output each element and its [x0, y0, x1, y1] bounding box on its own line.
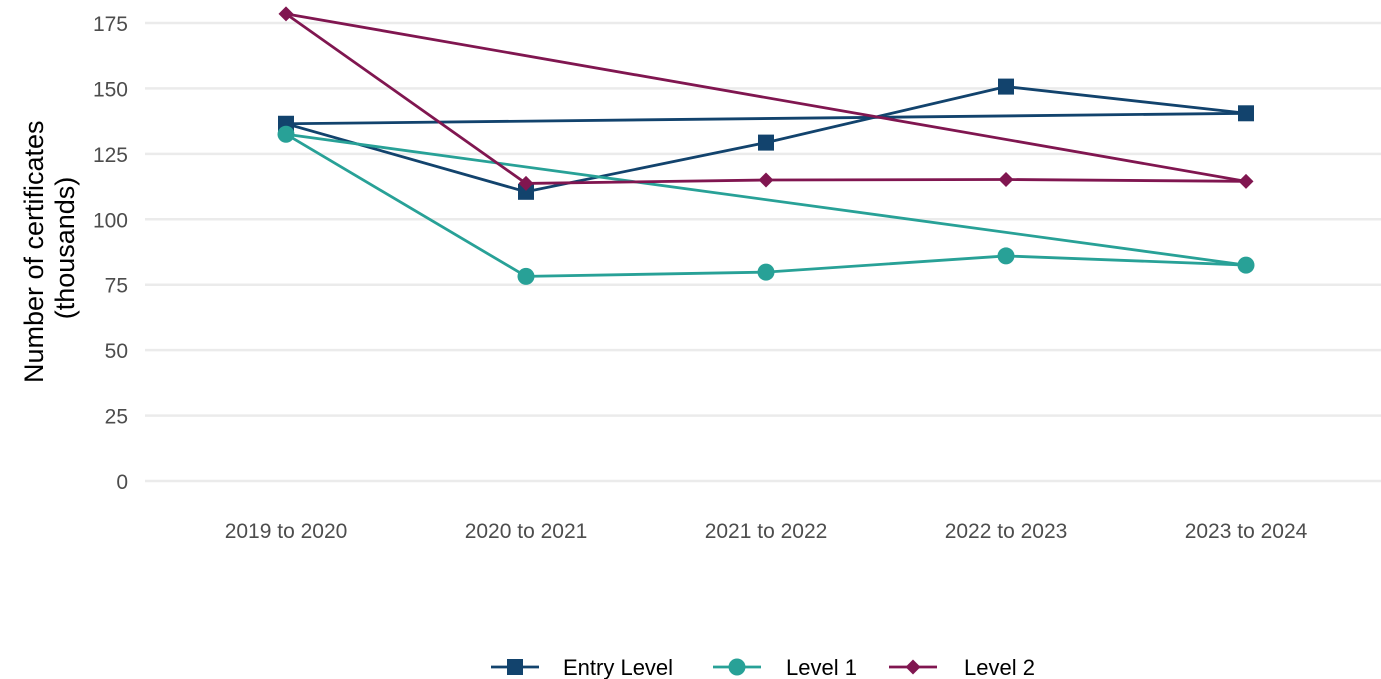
y-tick-label: 75: [105, 275, 128, 298]
series-connector-level-2: [285, 12, 1247, 183]
legend-marker: [728, 658, 746, 676]
data-point-level-2: [278, 6, 294, 22]
y-axis-ticks: 0 25 50 75 100 125 150 175: [93, 13, 128, 494]
data-point-level-1: [517, 267, 535, 285]
legend-item-level-1: Level 1: [713, 655, 857, 679]
y-axis-title-line-1: Number of certificates: [19, 120, 49, 383]
y-axis-title: Number of certificates (thousands): [19, 113, 80, 383]
x-tick-label: 2023 to 2024: [1185, 520, 1308, 543]
y-tick-label: 50: [105, 340, 128, 363]
y-tick-label: 125: [93, 144, 128, 167]
series-level-1: [277, 125, 1255, 285]
data-point-entry-level: [1238, 105, 1254, 122]
x-axis-ticks: 2019 to 2020 2020 to 2021 2021 to 2022 2022…: [225, 520, 1308, 543]
data-point-level-1: [277, 125, 295, 143]
legend-label: Entry Level: [563, 655, 673, 679]
data-point-entry-level: [518, 183, 534, 200]
legend-label: Level 2: [964, 655, 1035, 679]
y-tick-label: 100: [93, 209, 128, 232]
data-point-entry-level: [998, 78, 1014, 95]
legend-marker: [905, 659, 921, 675]
data-point-level-1: [1237, 256, 1255, 274]
y-tick-label: 25: [105, 406, 128, 429]
legend-marker: [507, 659, 523, 675]
data-point-level-2: [518, 175, 534, 191]
x-tick-label: 2022 to 2023: [945, 520, 1068, 543]
x-tick-label: 2020 to 2021: [465, 520, 588, 543]
y-tick-label: 0: [116, 471, 128, 494]
series-connector-entry-level: [285, 111, 1247, 126]
data-point-level-1: [757, 263, 775, 281]
data-point-level-1: [997, 247, 1015, 265]
gridlines: [145, 21, 1381, 483]
y-axis-title-line-2: (thousands): [50, 177, 80, 320]
x-tick-label: 2021 to 2022: [705, 520, 828, 543]
y-tick-label: 150: [93, 78, 128, 101]
legend-label: Level 1: [786, 655, 857, 679]
data-point-entry-level: [758, 134, 774, 151]
legend-item-level-2: Level 2: [889, 655, 1035, 679]
data-point-level-2: [758, 172, 774, 188]
series-layer: [277, 6, 1255, 285]
series-connector-level-1: [285, 132, 1247, 267]
data-point-level-2: [1238, 173, 1254, 189]
data-point-level-2: [998, 172, 1014, 188]
series-level-2: [278, 6, 1254, 191]
y-tick-label: 175: [93, 13, 128, 36]
legend-item-entry-level: Entry Level: [491, 655, 673, 679]
legend: Entry Level Level 1 Level 2: [491, 655, 1035, 679]
x-tick-label: 2019 to 2020: [225, 520, 348, 543]
